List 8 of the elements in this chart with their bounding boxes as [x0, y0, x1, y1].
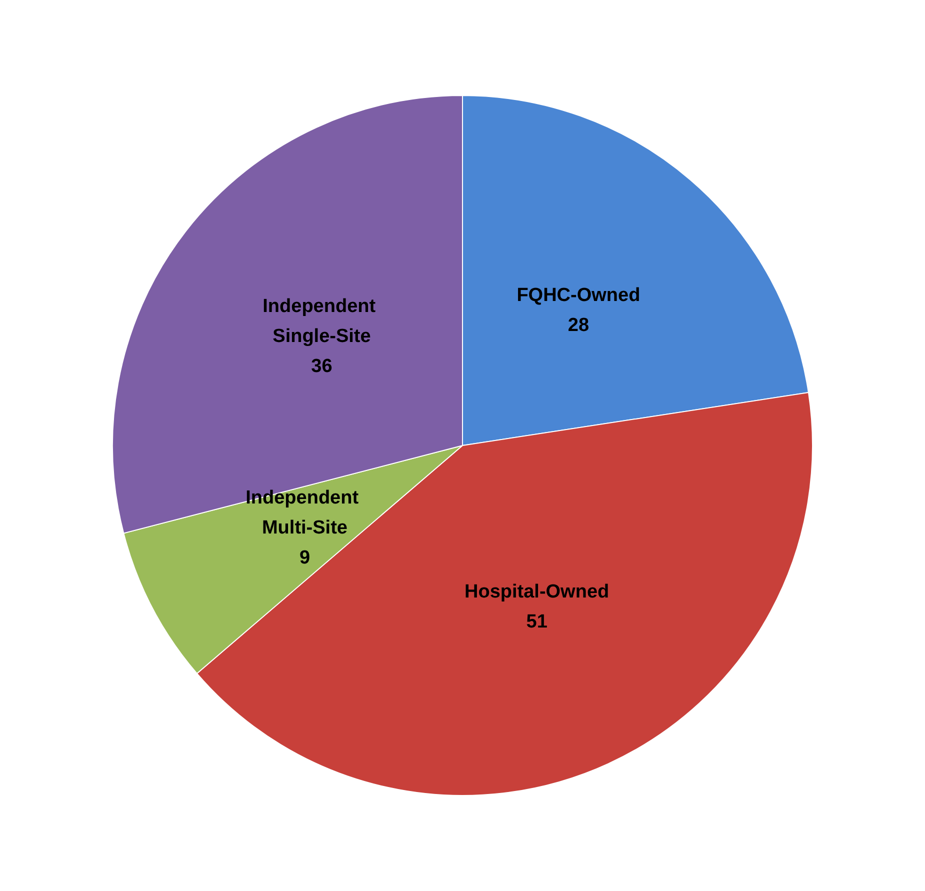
slice-label: Independent Multi-Site: [246, 487, 364, 538]
slice-label: Independent Single-Site: [262, 296, 381, 348]
data-label: 9: [299, 547, 310, 568]
data-label: 28: [568, 314, 590, 336]
slice-label: FQHC-Owned: [516, 284, 640, 306]
data-label: 36: [311, 356, 332, 378]
slice-label: Hospital-Owned: [464, 582, 610, 603]
data-label: 51: [526, 612, 548, 633]
